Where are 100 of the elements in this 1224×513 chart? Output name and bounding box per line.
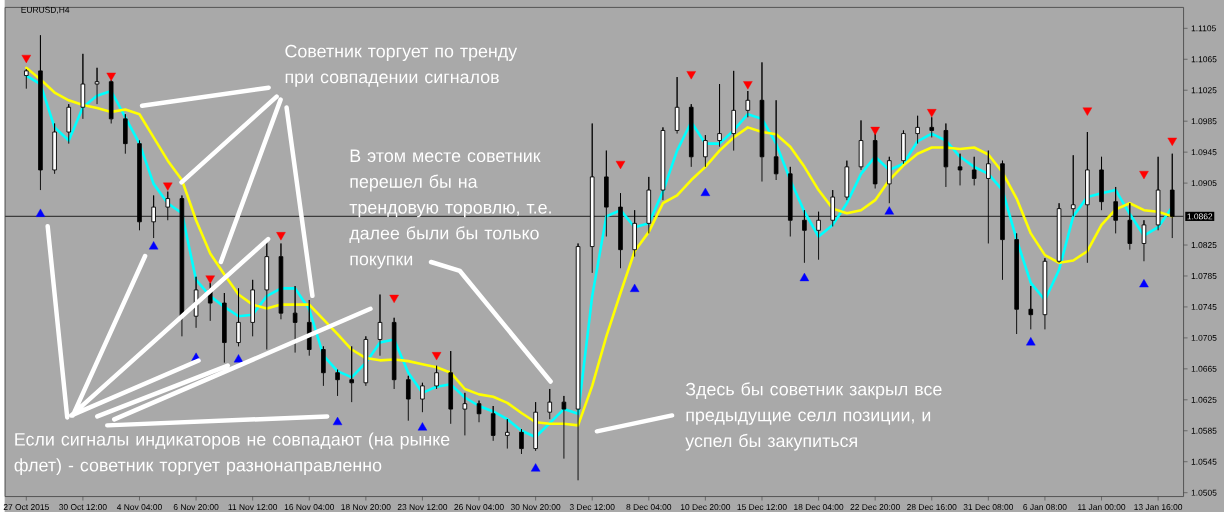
x-tick-label: 22 Dec 20:00 [850,503,900,510]
candlestick [858,119,864,171]
candlestick [1028,285,1034,330]
candlestick [547,388,553,420]
y-tick-label: 1.0505 [1191,489,1217,496]
candlestick [971,156,977,186]
candlestick [476,399,482,423]
point [799,272,810,281]
candlestick [123,113,128,154]
x-tick-label: 31 Dec 08:00 [963,503,1014,510]
y-tick-label: 1.1065 [1191,56,1217,63]
candlestick [604,149,609,237]
y-tick-label: 1.1025 [1191,87,1217,94]
candlestick [802,209,807,264]
point [1082,107,1093,116]
annotation: В этом месте советник перешел бы на трендовую торовлю, т.е. далее были бы только покупки [349,149,551,269]
candlestick [887,156,892,204]
candlestick [844,160,850,201]
candlestick [1113,186,1118,234]
point [1026,337,1036,346]
x-tick-label: 4 Nov 04:00 [116,503,162,510]
candlestick [575,242,581,481]
y-tick-label: 1.1105 [1191,25,1216,32]
y-tick-label: 1.0945 [1191,149,1217,155]
point [615,160,626,169]
x-tick-label: 30 Nov 20:00 [510,503,561,510]
candlestick [1141,219,1147,262]
candlestick [434,365,439,390]
candlestick [24,68,29,89]
point [35,208,46,217]
x-tick-label: 16 Nov 04:00 [284,503,334,510]
y-tick-label: 1.0705 [1191,334,1217,341]
candlestick [448,350,454,425]
point [686,71,696,80]
candlestick [561,395,567,459]
point [884,206,894,215]
point [870,126,880,135]
candlestick [1070,154,1076,217]
candlestick [38,34,43,191]
y-tick-label: 1.0545 [1191,458,1217,465]
point [389,294,399,303]
candlestick [773,99,779,181]
candlestick [1127,202,1133,250]
candlestick [52,122,57,175]
candlestick [490,405,496,442]
candlestick [787,166,793,237]
point [700,187,711,196]
candlestick [1099,156,1104,211]
candlestick [618,192,623,269]
x-tick-label: 30 Oct 12:00 [59,503,107,510]
annotation: Советник торгует по тренду при совпадении сигналов [285,44,518,87]
candlestick [519,428,524,455]
x-tick-label: 6 Nov 20:00 [173,503,219,510]
y-tick-label: 1.0585 [1191,427,1217,434]
candlestick [731,70,736,151]
candlestick [957,153,963,186]
candlestick [1169,153,1175,239]
candlestick [1014,232,1019,335]
candlestick [646,176,652,234]
point [743,81,753,90]
candlestick [66,103,72,144]
annotation: Здесь бы советник закрыл все предыдущие селл позиции, и успел бы закупиться [685,382,942,451]
y-tick-label: 1.0625 [1191,396,1217,403]
candlestick [915,115,920,144]
candlestick [830,189,835,227]
candlestick [420,382,425,413]
x-tick-label: 18 Dec 04:00 [794,503,844,510]
point [1167,137,1177,146]
candlestick [391,317,397,390]
y-tick-label: 1.0985 [1191,118,1217,125]
x-tick-label: 26 Nov 04:00 [454,503,504,510]
x-tick-label: 28 Dec 16:00 [907,503,957,510]
candlestick [660,126,666,201]
candlestick [1085,131,1090,264]
candlestick [80,53,86,120]
y-tick-label: 1.0825 [1191,241,1217,248]
x-tick-label: 23 Nov 12:00 [397,503,448,510]
candlestick [1056,202,1062,264]
y-tick-label: 1.0785 [1191,272,1217,279]
x-tick-label: 11 Jan 00:00 [1078,503,1126,510]
candlestick [674,76,680,134]
candlestick [986,149,991,244]
candlestick [533,401,538,452]
x-tick-label: 3 Dec 12:00 [569,503,615,510]
point [927,108,937,118]
point [1139,170,1149,180]
point [629,283,640,292]
candlestick [1155,156,1161,231]
candlestick [377,293,383,356]
candlestick [703,134,708,168]
y-tick-label: 1.0665 [1191,365,1217,372]
candlestick [589,122,595,274]
y-tick-label: 1.0905 [1191,179,1217,186]
chart-title: EURUSD,H4 [21,6,70,14]
x-tick-label: 15 Dec 12:00 [737,503,787,510]
candlestick [1000,160,1005,281]
candlestick [505,418,510,449]
x-tick-label: 6 Jan 08:00 [1023,503,1067,510]
point [1139,278,1149,288]
y-tick-label: 1.0745 [1191,303,1217,310]
